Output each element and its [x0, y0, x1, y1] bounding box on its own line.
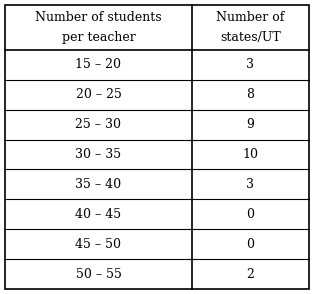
Text: Number of: Number of — [216, 11, 285, 24]
Text: 25 – 30: 25 – 30 — [75, 118, 122, 131]
Text: 0: 0 — [246, 208, 254, 221]
Text: 9: 9 — [246, 118, 254, 131]
Text: 35 – 40: 35 – 40 — [75, 178, 122, 191]
Text: Number of students: Number of students — [35, 11, 162, 24]
Text: 3: 3 — [246, 178, 254, 191]
Text: 30 – 35: 30 – 35 — [75, 148, 122, 161]
Text: 8: 8 — [246, 88, 254, 101]
Text: 0: 0 — [246, 238, 254, 251]
Text: 3: 3 — [246, 58, 254, 71]
Text: 40 – 45: 40 – 45 — [75, 208, 122, 221]
Text: per teacher: per teacher — [62, 31, 135, 44]
Text: 2: 2 — [246, 268, 254, 280]
Text: 20 – 25: 20 – 25 — [76, 88, 122, 101]
Text: 45 – 50: 45 – 50 — [75, 238, 122, 251]
Text: 50 – 55: 50 – 55 — [76, 268, 122, 280]
Text: states/UT: states/UT — [220, 31, 281, 44]
Text: 10: 10 — [242, 148, 258, 161]
Text: 15 – 20: 15 – 20 — [75, 58, 122, 71]
